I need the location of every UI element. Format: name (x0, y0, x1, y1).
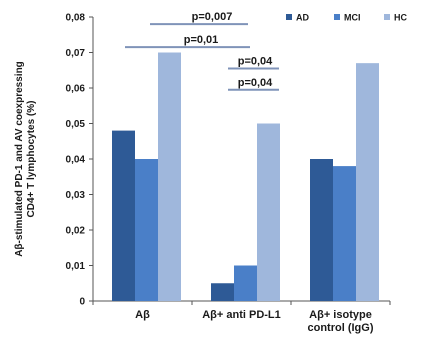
significance-label: p=0,04 (238, 55, 273, 67)
y-tick-label: 0,04 (66, 155, 86, 166)
legend-label-ad: AD (296, 13, 309, 23)
y-tick-label: 0,07 (66, 48, 86, 59)
y-axis-label-line: CD4+ T lymphocytes (%) (26, 101, 37, 218)
bar-mci-3 (333, 166, 356, 301)
legend-swatch-ad (286, 14, 292, 20)
bar-mci-2 (234, 265, 257, 301)
bar-mci-1 (135, 159, 158, 301)
y-axis-label-line: Aβ-stimulated PD-1 and AV coexpressing (14, 61, 25, 257)
y-tick-label: 0,02 (66, 226, 86, 237)
category-label: Aβ (135, 309, 150, 321)
legend-swatch-hc (384, 14, 390, 20)
y-tick-label: 0,01 (66, 261, 86, 272)
y-tick-label: 0,06 (66, 84, 86, 95)
category-label: Aβ+ anti PD-L1 (202, 309, 281, 321)
category-label-line: Aβ (135, 309, 150, 321)
y-tick-label: 0 (79, 297, 85, 308)
bar-hc-1 (158, 52, 181, 301)
significance-label: p=0,007 (192, 11, 233, 23)
bar-hc-2 (257, 123, 280, 301)
legend-label-mci: MCI (344, 13, 361, 23)
category-label: Aβ+ isotype control (IgG) (308, 309, 374, 334)
category-label-line: control (IgG) (308, 322, 374, 334)
y-tick-label: 0,08 (66, 13, 86, 24)
bar-hc-3 (356, 63, 379, 302)
y-axis-label: Aβ-stimulated PD-1 and AV coexpressingCD… (14, 61, 37, 257)
bar-ad-2 (211, 283, 234, 301)
legend-swatch-mci (334, 14, 340, 20)
bar-ad-1 (112, 130, 135, 301)
significance-label: p=0,04 (238, 77, 273, 89)
significance-label: p=0,01 (184, 34, 219, 46)
bar-ad-3 (310, 159, 333, 301)
category-label-line: Aβ+ anti PD-L1 (202, 309, 281, 321)
y-tick-label: 0,05 (66, 119, 86, 130)
category-label-line: Aβ+ isotype (309, 309, 372, 321)
y-tick-label: 0,03 (66, 190, 86, 201)
legend-label-hc: HC (394, 13, 407, 23)
